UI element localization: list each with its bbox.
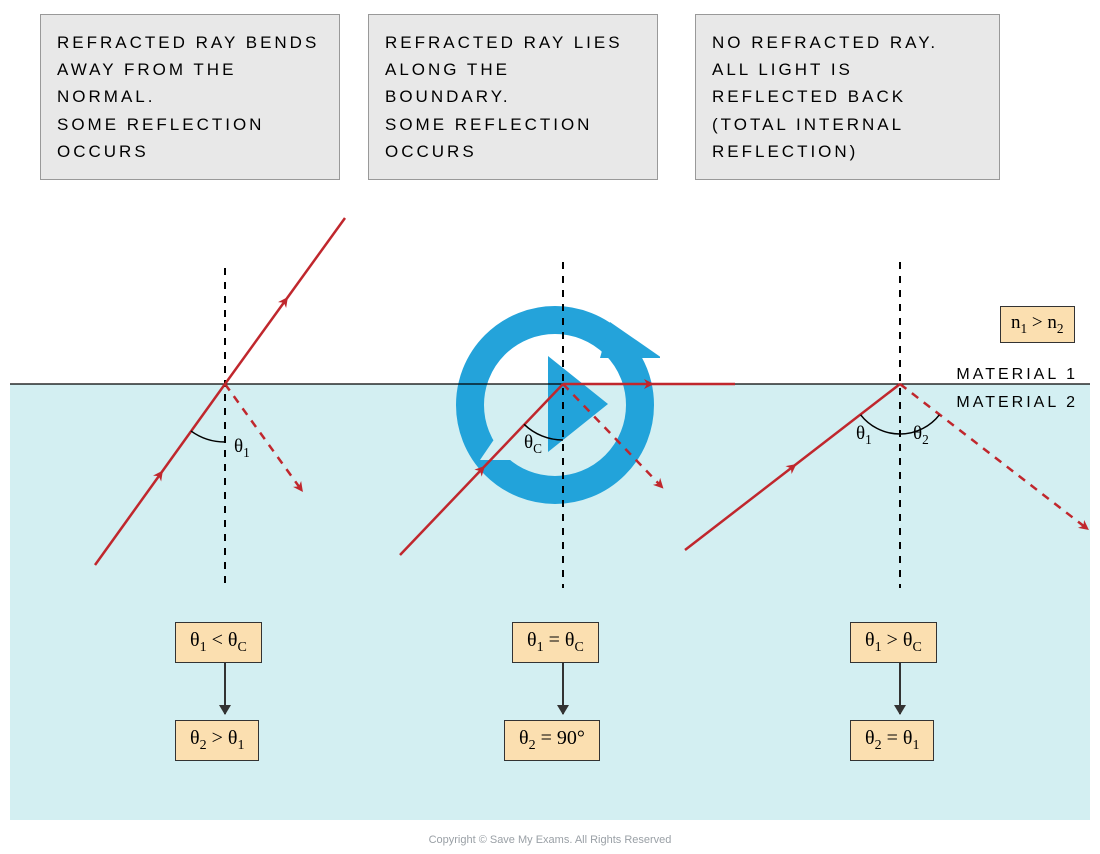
angle-label-2-0: θ1 [856, 423, 872, 448]
formula1-panel-1: θ1 < θC [175, 622, 262, 663]
implies-arrow-2 [562, 662, 564, 714]
angle-label-2-1: θ2 [913, 423, 929, 448]
material-label-1: MATERIAL 1 [956, 366, 1078, 384]
description-box-1: REFRACTED RAY BENDS AWAY FROM THE NORMAL… [40, 14, 340, 180]
implies-arrow-1 [224, 662, 226, 714]
implies-arrow-3 [899, 662, 901, 714]
description-box-2: REFRACTED RAY LIES ALONG THE BOUNDARY.SO… [368, 14, 658, 180]
formula2-panel-2: θ2 = 90° [504, 720, 600, 761]
angle-label-1-0: θC [524, 432, 542, 457]
angle-label-0-0: θ1 [234, 436, 250, 461]
formula2-panel-1: θ2 > θ1 [175, 720, 259, 761]
formula1-panel-3: θ1 > θC [850, 622, 937, 663]
description-box-3: NO REFRACTED RAY. ALL LIGHT IS REFLECTED… [695, 14, 1000, 180]
material-label-2: MATERIAL 2 [956, 394, 1078, 412]
formula1-panel-2: θ1 = θC [512, 622, 599, 663]
index-relation-box: n1 > n2 [1000, 306, 1075, 343]
copyright-text: Copyright © Save My Exams. All Rights Re… [0, 834, 1100, 846]
formula2-panel-3: θ2 = θ1 [850, 720, 934, 761]
